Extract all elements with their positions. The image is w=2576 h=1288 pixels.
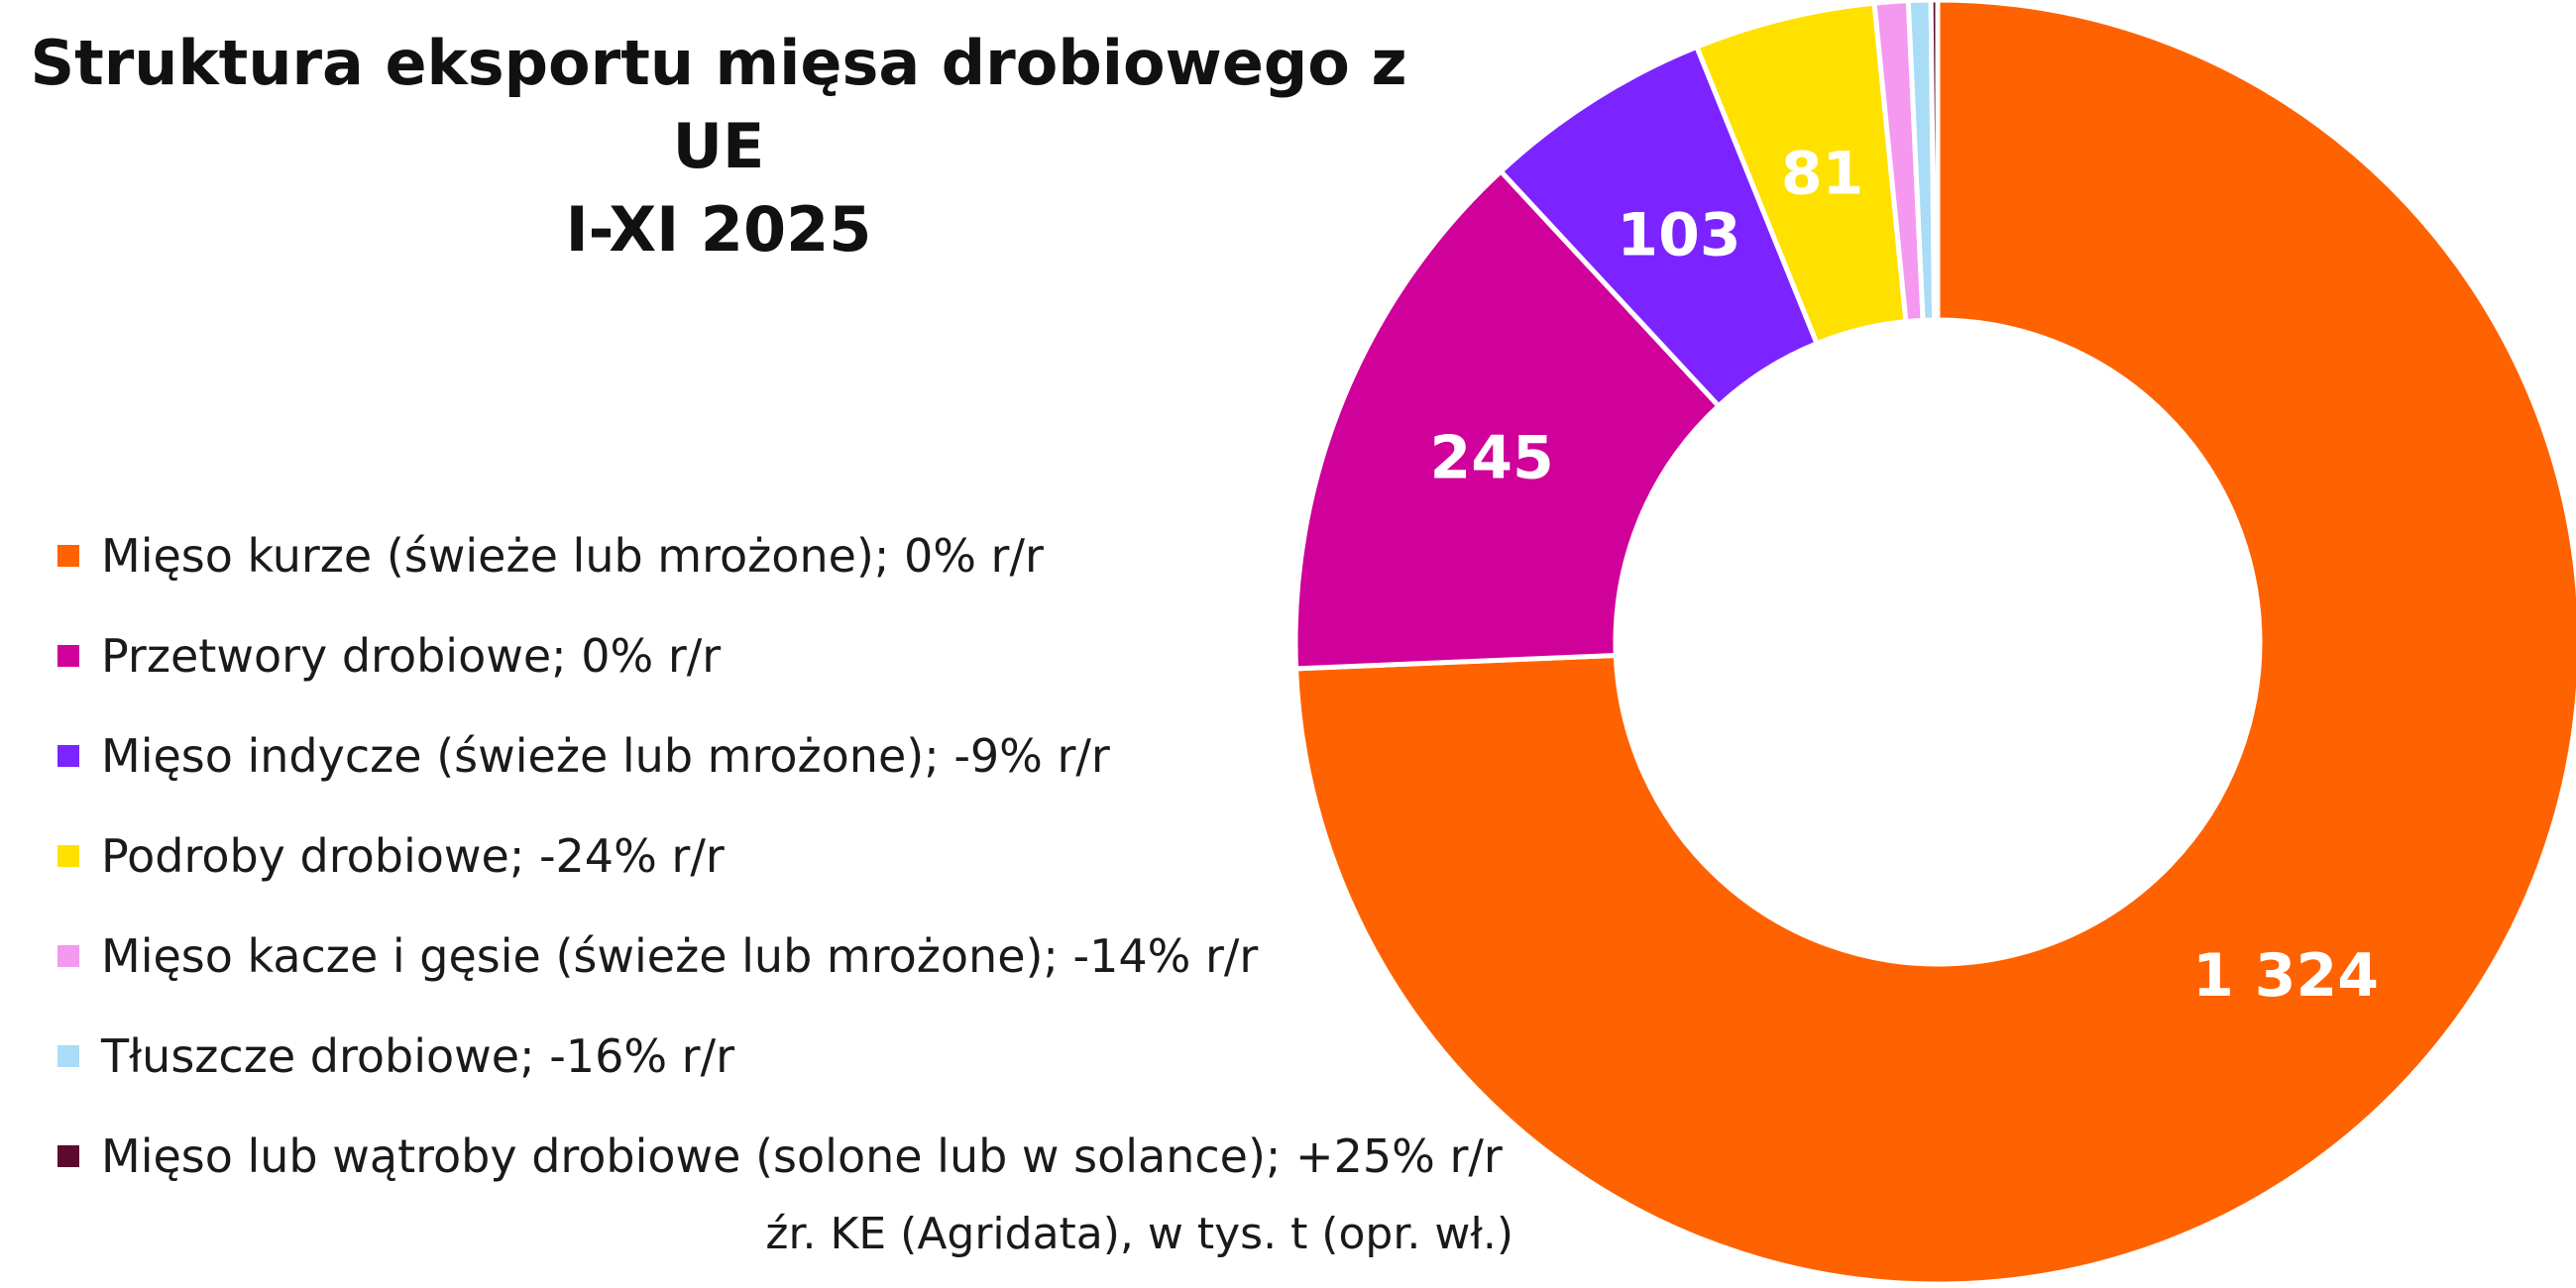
legend: Mięso kurze (świeże lub mrożone); 0% r/r… <box>57 505 1503 1206</box>
data-label: 1 324 <box>2192 941 2379 1011</box>
legend-swatch <box>57 1044 79 1067</box>
data-label: 245 <box>1430 424 1554 493</box>
legend-label: Podroby drobiowe; -24% r/r <box>101 828 725 883</box>
legend-label: Mięso lub wątroby drobiowe (solone lub w… <box>101 1128 1503 1183</box>
pie-slice <box>1292 167 1723 672</box>
data-label: 81 <box>1781 140 1864 209</box>
legend-label: Mięso kurze (świeże lub mrożone); 0% r/r <box>101 528 1044 583</box>
legend-swatch <box>57 744 79 767</box>
source-note: źr. KE (Agridata), w tys. t (opr. wł.) <box>765 1209 1513 1259</box>
legend-swatch <box>57 944 79 967</box>
legend-item: Tłuszcze drobiowe; -16% r/r <box>57 1006 1503 1106</box>
legend-label: Przetwory drobiowe; 0% r/r <box>101 628 722 683</box>
title-line-1: Struktura eksportu mięsa drobiowego z UE <box>30 27 1407 182</box>
data-label: 103 <box>1617 200 1740 269</box>
pie-slice <box>1928 0 1941 323</box>
legend-item: Przetwory drobiowe; 0% r/r <box>57 605 1503 705</box>
legend-swatch <box>57 544 79 567</box>
legend-label: Mięso indycze (świeże lub mrożone); -9% … <box>101 728 1110 783</box>
pie-slice <box>1292 0 2576 1287</box>
legend-label: Tłuszcze drobiowe; -16% r/r <box>101 1028 734 1083</box>
legend-item: Podroby drobiowe; -24% r/r <box>57 805 1503 906</box>
chart-title: Struktura eksportu mięsa drobiowego z UE… <box>0 22 1437 271</box>
legend-swatch <box>57 1144 79 1167</box>
legend-item: Mięso indycze (świeże lub mrożone); -9% … <box>57 705 1503 805</box>
legend-swatch <box>57 644 79 667</box>
legend-swatch <box>57 844 79 867</box>
legend-item: Mięso kacze i gęsie (świeże lub mrożone)… <box>57 906 1503 1006</box>
title-line-2: I-XI 2025 <box>565 193 872 266</box>
legend-label: Mięso kacze i gęsie (świeże lub mrożone)… <box>101 928 1259 983</box>
legend-item: Mięso kurze (świeże lub mrożone); 0% r/r <box>57 505 1503 605</box>
legend-item: Mięso lub wątroby drobiowe (solone lub w… <box>57 1106 1503 1206</box>
